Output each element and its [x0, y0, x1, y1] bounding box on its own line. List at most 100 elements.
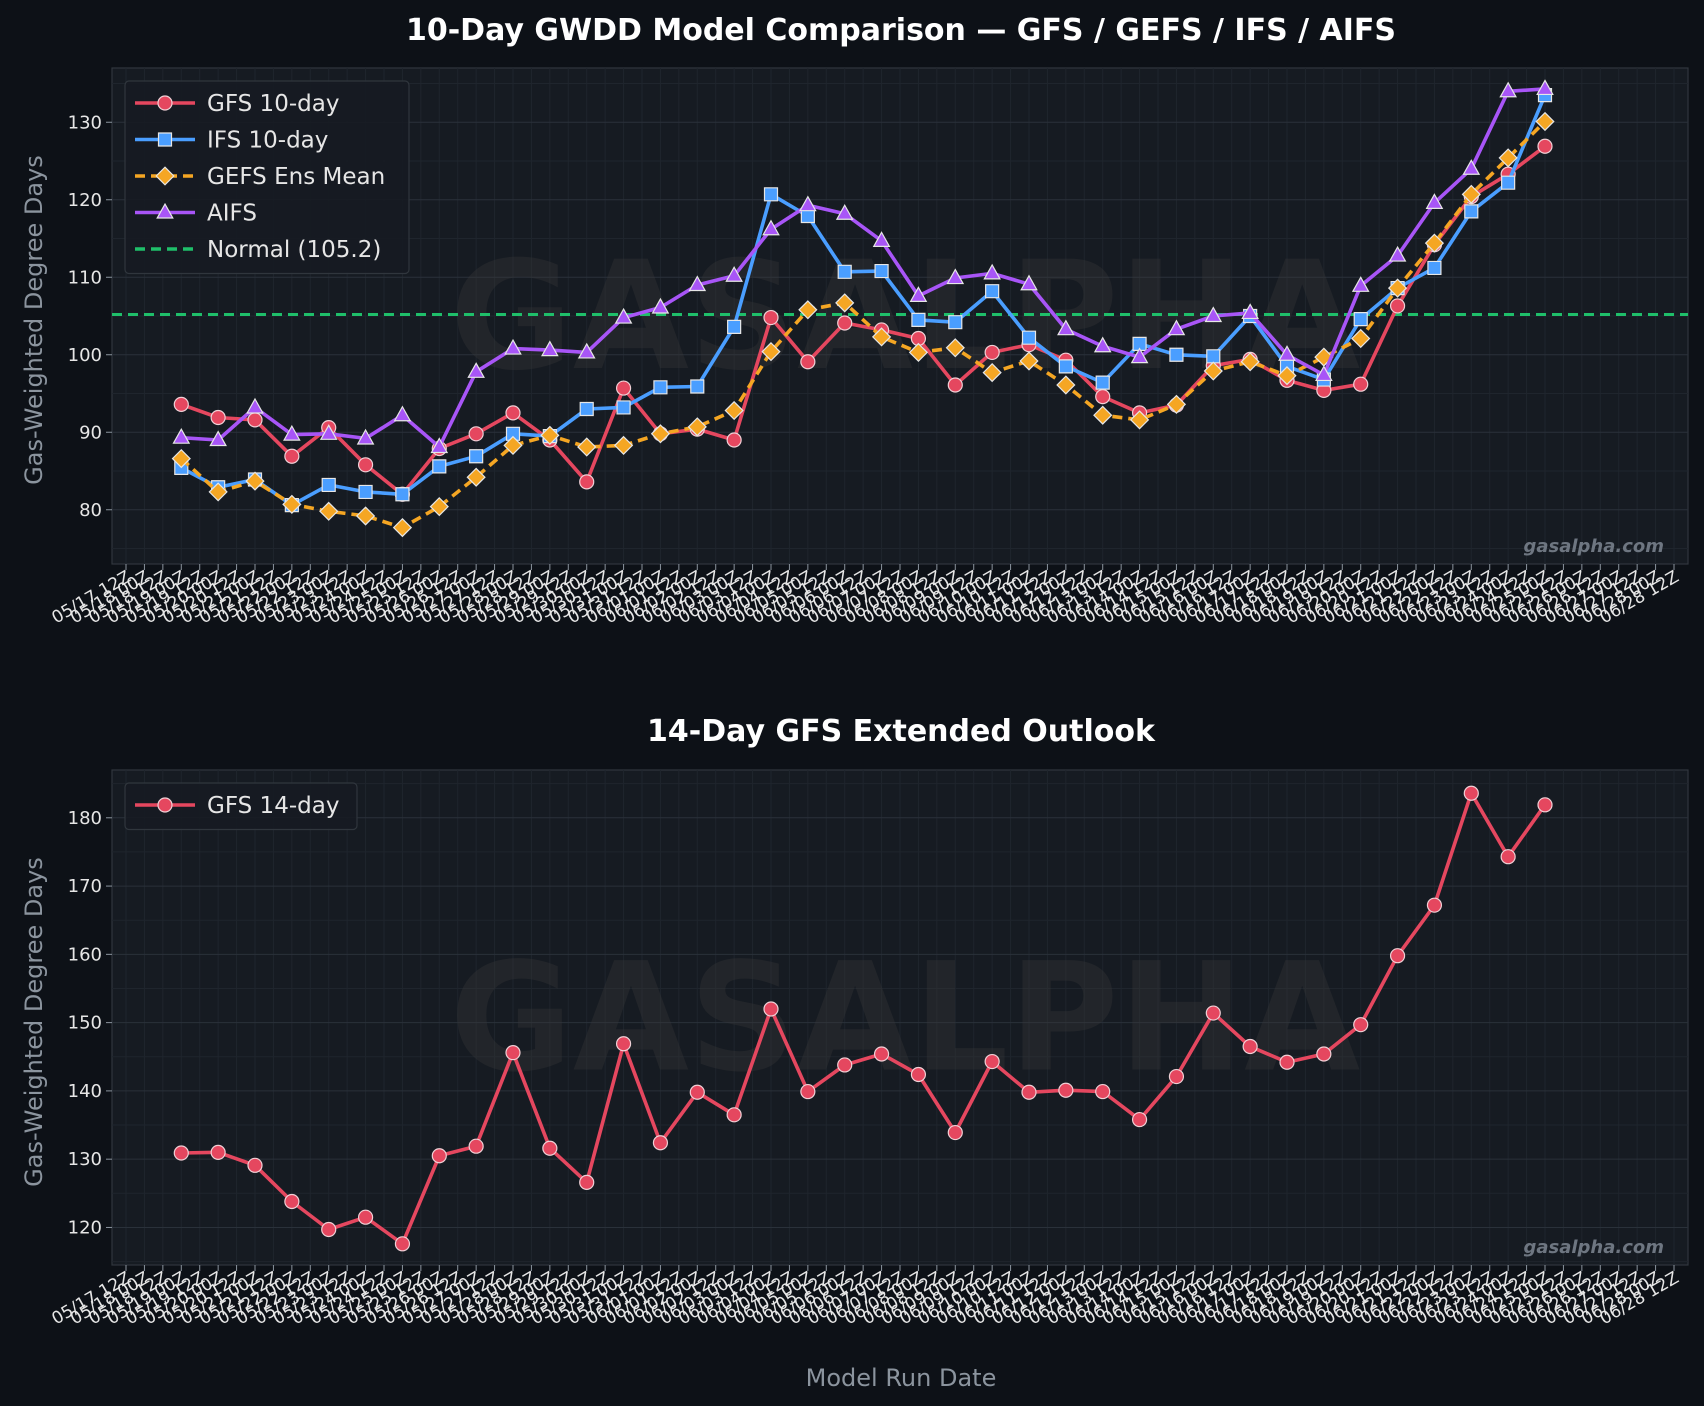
data-point: [947, 377, 963, 393]
data-point: [1129, 410, 1150, 430]
series-gefs-ens-mean: [171, 111, 1555, 538]
data-point: [319, 501, 339, 521]
site-label: gasalpha.com: [1523, 1237, 1664, 1258]
data-point: [1131, 1111, 1148, 1128]
data-point: [725, 266, 743, 282]
data-point: [1241, 303, 1259, 320]
data-point: [687, 417, 707, 437]
data-point: [985, 284, 1000, 299]
data-point: [171, 448, 191, 469]
chart-2-title: 14-Day GFS Extended Outlook: [647, 714, 1156, 749]
data-point: [835, 293, 855, 313]
y-tick-label: 170: [68, 876, 102, 897]
data-point: [800, 1083, 816, 1100]
data-point: [1388, 245, 1407, 262]
data-point: [245, 471, 265, 491]
data-point: [984, 1053, 1000, 1070]
data-point: [837, 315, 853, 331]
data-point: [431, 1148, 447, 1164]
data-point: [392, 517, 413, 538]
data-point: [503, 435, 523, 456]
data-point: [282, 494, 302, 514]
data-point: [321, 1221, 337, 1238]
y-tick-label: 120: [68, 1217, 102, 1238]
legend-label: IFS 10-day: [207, 128, 328, 154]
data-point: [319, 424, 338, 440]
watermark: GASALPHA: [450, 230, 1360, 404]
data-point: [579, 1174, 595, 1190]
data-point: [1464, 204, 1479, 219]
data-point: [652, 1135, 669, 1151]
data-point: [1093, 336, 1112, 353]
data-point: [651, 297, 670, 314]
data-point: [724, 400, 744, 421]
site-label: gasalpha.com: [1523, 536, 1664, 557]
data-point: [1168, 1068, 1185, 1085]
data-point: [246, 397, 264, 414]
data-point: [429, 497, 449, 517]
data-point: [577, 342, 596, 359]
y-tick-label: 140: [68, 1081, 102, 1102]
data-point: [505, 1045, 521, 1061]
data-point: [210, 409, 226, 426]
chart-2-xlabel: Model Run Date: [806, 1364, 997, 1392]
data-point: [800, 208, 815, 224]
y-tick-label: 110: [68, 267, 102, 288]
data-point: [874, 263, 889, 279]
data-point: [727, 319, 742, 334]
data-point: [690, 379, 705, 394]
legend-label: GFS 14-day: [207, 793, 339, 819]
data-point: [1058, 359, 1073, 374]
data-point: [1353, 1017, 1369, 1033]
data-point: [726, 432, 742, 448]
data-point: [871, 327, 892, 347]
data-point: [540, 425, 560, 445]
data-point: [762, 219, 780, 236]
data-point: [356, 428, 375, 445]
data-point: [358, 484, 373, 500]
data-point: [1315, 365, 1333, 382]
y-tick-label: 80: [79, 500, 102, 521]
data-point: [615, 1036, 632, 1052]
data-point: [357, 457, 374, 473]
data-point: [1427, 260, 1442, 276]
data-point: [394, 1236, 411, 1252]
legend-box: [124, 80, 410, 275]
data-point: [1057, 319, 1075, 336]
data-point: [247, 412, 263, 428]
data-point: [209, 430, 227, 447]
legend-label: AIFS: [207, 201, 257, 227]
data-point: [873, 1046, 890, 1062]
data-point: [763, 187, 779, 202]
data-point: [689, 1084, 705, 1100]
data-point: [1056, 375, 1076, 395]
data-point: [761, 342, 781, 362]
data-point: [1351, 276, 1370, 292]
data-point: [173, 1145, 189, 1161]
legend-marker: [157, 95, 173, 111]
data-point: [283, 424, 301, 441]
chart-1-panel: GASALPHAgasalpha.com809010011012013005/1…: [49, 67, 1689, 628]
data-point: [504, 338, 522, 355]
data-point: [1204, 306, 1223, 323]
data-point: [1277, 366, 1297, 386]
data-point: [466, 467, 486, 487]
data-point: [321, 477, 336, 493]
data-point: [173, 396, 189, 412]
data-point: [355, 506, 376, 526]
data-point: [1501, 175, 1516, 190]
data-point: [763, 309, 779, 326]
data-point: [1203, 361, 1223, 381]
data-point: [653, 380, 668, 395]
data-point: [615, 380, 632, 396]
data-point: [1166, 394, 1187, 414]
data-point: [947, 1124, 963, 1141]
data-point: [1389, 948, 1406, 964]
legend-marker: [157, 132, 173, 147]
data-point: [1093, 405, 1113, 425]
legend-label: Normal (105.2): [207, 237, 381, 263]
y-tick-label: 160: [68, 944, 102, 965]
data-point: [579, 401, 594, 417]
data-point: [1205, 1005, 1221, 1021]
data-point: [505, 405, 521, 421]
